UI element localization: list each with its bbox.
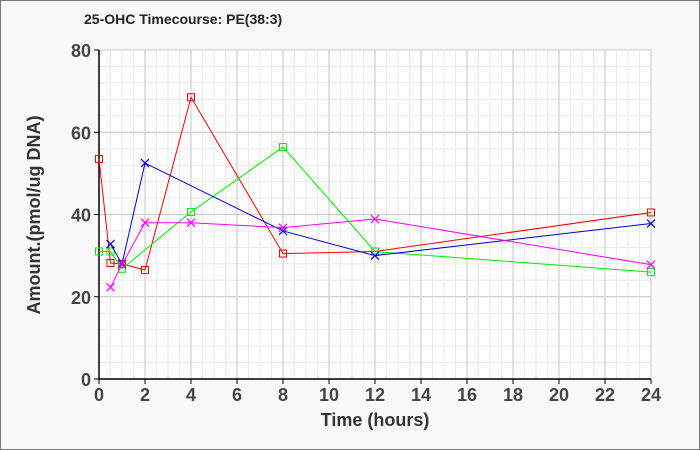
x-tick-label: 16 [457, 385, 477, 405]
y-tick-label: 0 [81, 370, 91, 390]
x-tick-label: 8 [278, 385, 288, 405]
x-tick-label: 24 [641, 385, 661, 405]
data-point-red [647, 208, 655, 217]
data-point-magenta [117, 260, 127, 270]
data-point-blue [646, 219, 656, 228]
data-point-magenta [186, 218, 196, 228]
data-point-magenta [278, 223, 288, 233]
x-axis-label: Time (hours) [321, 410, 430, 430]
data-point-red [187, 93, 195, 102]
data-point-magenta [646, 260, 656, 270]
y-tick-label: 80 [71, 41, 91, 61]
data-point-magenta [370, 214, 380, 224]
x-tick-label: 14 [411, 385, 431, 405]
data-point-red [95, 154, 103, 163]
x-tick-label: 0 [94, 385, 104, 405]
series-line-green [99, 146, 652, 273]
data-point-green [106, 247, 115, 256]
data-point-green [647, 268, 655, 277]
x-tick-label: 20 [549, 385, 569, 405]
y-tick-label: 20 [71, 288, 91, 308]
y-tick-label: 60 [71, 123, 91, 143]
x-tick-label: 12 [365, 385, 385, 405]
series-magenta [106, 214, 656, 292]
x-tick-label: 4 [186, 385, 196, 405]
data-point-red [106, 259, 115, 268]
chart-title: 25-OHC Timecourse: PE(38:3) [84, 11, 282, 27]
data-point-green [187, 208, 195, 217]
x-tick-label: 10 [319, 385, 339, 405]
data-point-blue [278, 226, 288, 236]
data-point-blue [140, 158, 150, 168]
x-tick-label: 22 [595, 385, 615, 405]
data-point-green [279, 143, 287, 152]
data-point-red [141, 266, 149, 275]
y-tick-label: 40 [71, 206, 91, 226]
data-point-blue [370, 251, 380, 261]
x-tick-label: 18 [503, 385, 523, 405]
y-axis-label: Amount.(pmol/ug DNA) [24, 116, 44, 315]
x-tick-label: 2 [140, 385, 150, 405]
data-point-blue [106, 239, 115, 249]
data-point-magenta [140, 218, 150, 228]
data-point-green [95, 247, 103, 256]
data-point-magenta [106, 282, 115, 292]
x-tick-label: 6 [232, 385, 242, 405]
data-point-red [279, 249, 287, 258]
series-line-blue [110, 162, 652, 266]
